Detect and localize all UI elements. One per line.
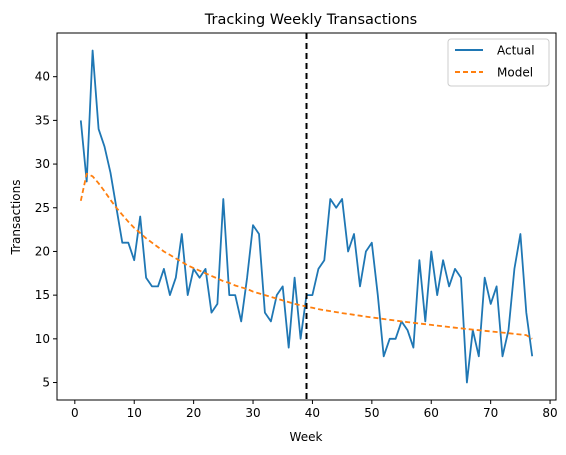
chart-title: Tracking Weekly Transactions — [204, 12, 417, 28]
y-tick-label: 35 — [35, 113, 50, 127]
plot-area: 0 10 20 30 40 50 60 70 80 5 10 15 20 25 30 35 40 — [35, 32, 558, 420]
y-tick-label: 25 — [35, 201, 50, 215]
x-tick-label: 10 — [127, 406, 142, 420]
x-tick-label: 40 — [305, 406, 320, 420]
legend-actual-label: Actual — [497, 44, 535, 58]
x-axis-ticks: 0 10 20 30 40 50 60 70 80 — [71, 400, 558, 420]
x-tick-label: 70 — [483, 406, 498, 420]
x-tick-label: 0 — [71, 406, 79, 420]
y-axis-ticks: 5 10 15 20 25 30 35 40 — [35, 70, 57, 390]
x-tick-label: 50 — [364, 406, 379, 420]
y-axis-label: Transactions — [9, 180, 23, 256]
y-tick-label: 15 — [35, 288, 50, 302]
x-tick-label: 20 — [186, 406, 201, 420]
x-tick-label: 60 — [424, 406, 439, 420]
x-tick-label: 80 — [542, 406, 557, 420]
y-tick-label: 30 — [35, 157, 50, 171]
x-axis-label: Week — [290, 430, 323, 444]
y-tick-label: 5 — [42, 376, 50, 390]
x-tick-label: 30 — [245, 406, 260, 420]
legend: Actual Model — [447, 38, 550, 87]
y-tick-label: 20 — [35, 244, 50, 258]
y-tick-label: 10 — [35, 332, 50, 346]
y-tick-label: 40 — [35, 70, 50, 84]
legend-model-label: Model — [497, 66, 533, 80]
